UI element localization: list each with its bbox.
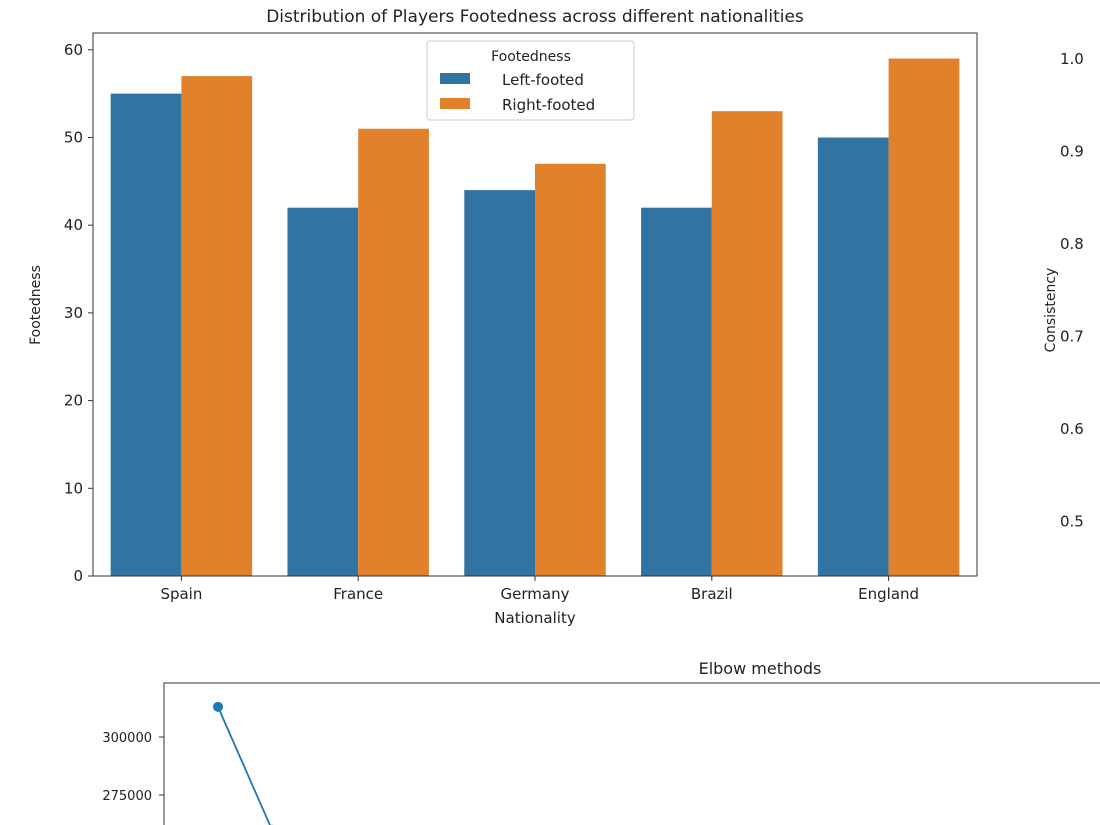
bar-france-right-footed (358, 128, 429, 577)
x-tick-label: Brazil (691, 585, 733, 603)
bar-germany-left-footed (464, 190, 535, 576)
y-tick-label: 40 (64, 216, 83, 234)
bar-brazil-left-footed (641, 207, 712, 576)
y-tick-label: 50 (64, 129, 83, 147)
elbow-y-tick-label: 275000 (102, 789, 152, 804)
legend-label-right-footed: Right-footed (502, 96, 595, 114)
legend-box (426, 40, 635, 121)
bar-chart-axes (92, 32, 978, 577)
y-tick-label: 10 (64, 479, 83, 497)
bar-chart-title: Distribution of Players Footedness acros… (266, 7, 804, 27)
consistency-tick-label: 0.9 (1060, 143, 1084, 161)
x-tick-label: France (333, 585, 383, 603)
consistency-tick-label: 0.6 (1060, 420, 1084, 438)
y-tick-label: 30 (64, 304, 83, 322)
bar-x-label: Nationality (494, 609, 576, 627)
consistency-tick-label: 1.0 (1060, 50, 1084, 68)
legend-label-left-footed: Left-footed (502, 71, 584, 89)
bar-germany-right-footed (535, 163, 606, 576)
x-tick-label: England (858, 585, 919, 603)
elbow-point (213, 701, 223, 712)
consistency-tick-label: 0.5 (1060, 513, 1084, 531)
bar-france-left-footed (287, 207, 359, 576)
consistency-tick-label: 0.7 (1060, 328, 1084, 346)
consistency-y-label: Consistency (1043, 268, 1059, 353)
bar-spain-left-footed (110, 93, 182, 577)
elbow-chart-axes (163, 682, 1100, 825)
y-tick-label: 0 (73, 567, 83, 585)
legend-swatch-right-footed (440, 98, 470, 109)
bar-spain-right-footed (181, 76, 253, 577)
legend-title: Footedness (491, 49, 571, 65)
elbow-line (217, 706, 271, 825)
legend-swatch-left-footed (440, 73, 470, 84)
y-tick-label: 60 (64, 41, 83, 59)
elbow-chart-title: Elbow methods (699, 659, 822, 678)
bar-y-label: Footedness (28, 265, 44, 345)
bar-england-left-footed (817, 137, 889, 576)
consistency-tick-label: 0.8 (1060, 235, 1084, 253)
elbow-y-tick-label: 300000 (102, 731, 152, 746)
legend: Footedness Left-footed Right-footed (426, 40, 635, 121)
bar-england-right-footed (888, 58, 960, 576)
x-tick-label: Spain (160, 585, 202, 603)
x-tick-label: Germany (501, 585, 570, 603)
y-tick-label: 20 (64, 392, 83, 410)
bar-brazil-right-footed (711, 111, 783, 576)
